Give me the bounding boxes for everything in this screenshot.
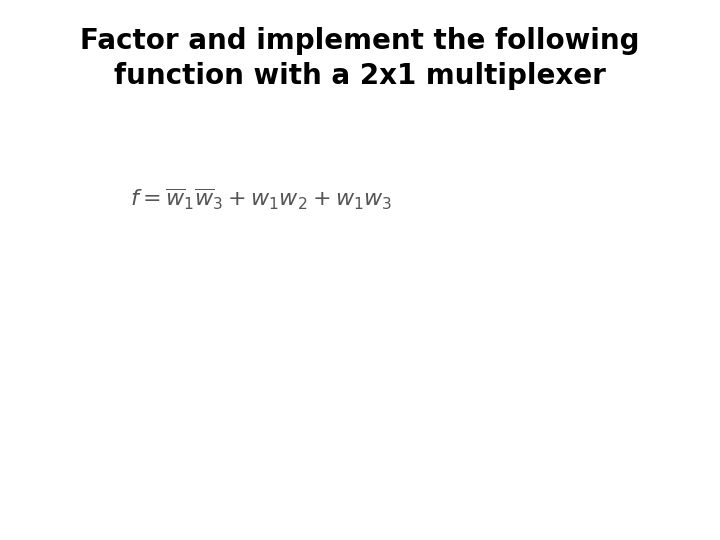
Text: $f = \overline{w}_1\overline{w}_3 + w_1w_2 + w_1w_3$: $f = \overline{w}_1\overline{w}_3 + w_1w… [130,187,392,212]
Text: Factor and implement the following
function with a 2x1 multiplexer: Factor and implement the following funct… [80,27,640,90]
